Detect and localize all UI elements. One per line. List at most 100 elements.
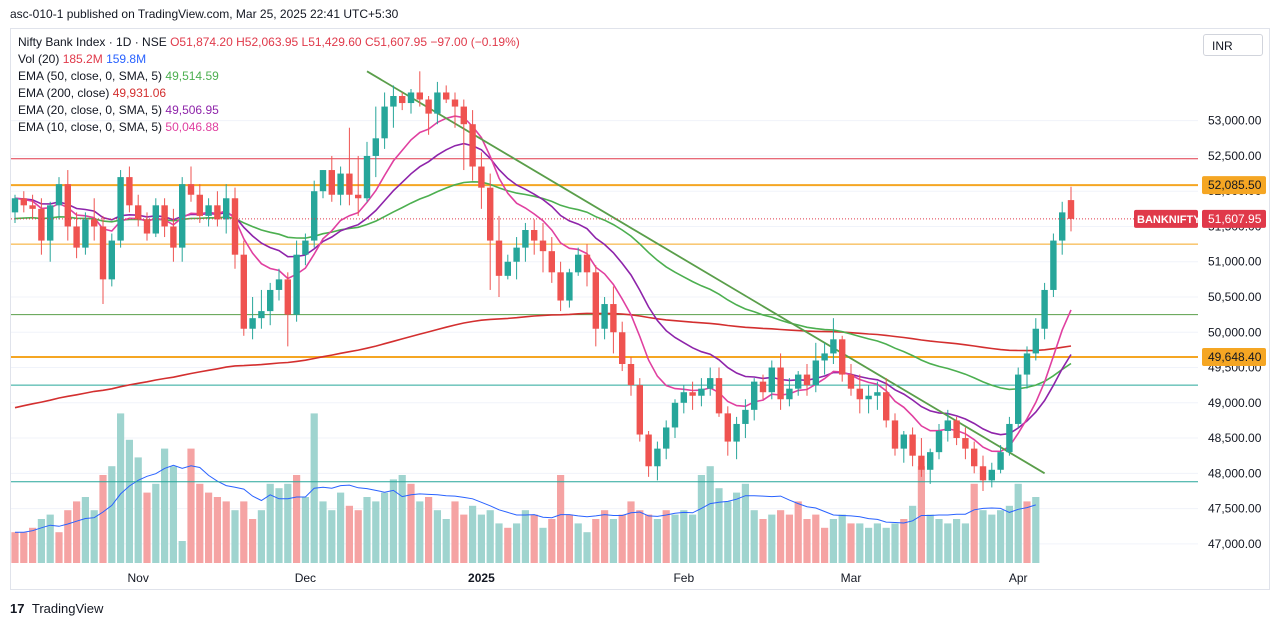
candle xyxy=(478,152,485,209)
candle xyxy=(971,441,978,474)
volume-bar xyxy=(293,475,301,563)
candle xyxy=(20,191,27,213)
candle-body xyxy=(187,184,195,195)
candle-body xyxy=(223,198,230,220)
candle xyxy=(363,141,371,202)
volume-bar xyxy=(20,532,28,563)
y-tick-label: 50,500.00 xyxy=(1208,290,1262,304)
volume-bar xyxy=(997,510,1005,563)
candle-body xyxy=(143,219,151,234)
candle-body xyxy=(557,272,564,301)
volume-bar xyxy=(354,510,362,563)
candle xyxy=(240,240,247,336)
candle-body xyxy=(487,187,494,241)
candle xyxy=(601,297,608,340)
legend-volume: Vol (20) 185.2M 159.8M xyxy=(18,51,520,68)
volume-bar xyxy=(944,523,952,563)
last-price-label: 51,607.95 xyxy=(1208,212,1262,226)
volume-bar xyxy=(143,492,151,563)
candle-body xyxy=(1041,289,1048,329)
legend-ema20: EMA (20, close, 0, SMA, 5) 49,506.95 xyxy=(18,102,520,119)
candle-body xyxy=(64,184,71,227)
candle-body xyxy=(979,466,987,481)
volume-bar xyxy=(618,514,626,563)
candle-body xyxy=(962,438,969,449)
candle xyxy=(1015,367,1022,428)
candle-body xyxy=(777,367,784,400)
candle-body xyxy=(337,173,344,195)
candle xyxy=(988,462,995,488)
candle-body xyxy=(504,261,511,276)
candle xyxy=(205,198,212,227)
volume-bar xyxy=(627,501,635,563)
candle xyxy=(874,381,881,410)
volume-bar xyxy=(961,523,969,563)
candle xyxy=(865,385,872,414)
candle-body xyxy=(231,198,239,255)
candle-body xyxy=(363,155,371,199)
candle-body xyxy=(715,378,723,414)
candle-body xyxy=(997,452,1004,470)
candle xyxy=(812,342,819,393)
x-tick-label: Apr xyxy=(1009,571,1028,585)
legend-ema10-value: 50,046.88 xyxy=(165,120,219,134)
volume-bar xyxy=(785,514,793,563)
tradingview-brand[interactable]: 17 TradingView xyxy=(10,600,103,618)
candle xyxy=(425,96,432,135)
volume-bar xyxy=(645,514,653,563)
volume-bar xyxy=(433,510,441,563)
legend-vol-label: Vol (20) xyxy=(18,52,60,66)
level-badge-label: 49,648.40 xyxy=(1208,350,1262,364)
legend-vol-value: 185.2M xyxy=(62,52,103,66)
volume-bar xyxy=(759,519,767,563)
candle-body xyxy=(786,388,793,400)
candle-body xyxy=(161,205,168,227)
candle-body xyxy=(135,205,142,220)
candle xyxy=(460,99,467,171)
volume-bar xyxy=(337,492,345,563)
symbol-badge-label: BANKNIFTY xyxy=(1137,214,1201,226)
legend-ema10-label: EMA (10, close, 0, SMA, 5) xyxy=(18,120,163,134)
candle-body xyxy=(38,208,45,241)
volume-ma-line xyxy=(15,464,1036,533)
candle xyxy=(407,88,415,114)
candle-body xyxy=(1015,374,1022,424)
candle-body xyxy=(434,92,441,114)
candle-body xyxy=(11,198,19,213)
y-tick-label: 52,500.00 xyxy=(1208,149,1262,163)
volume-bar xyxy=(671,514,679,563)
legend-vol-ma: 159.8M xyxy=(106,52,147,66)
price-grid xyxy=(11,120,1198,545)
legend-ema200-label: EMA (200, close) xyxy=(18,86,110,100)
candle-body xyxy=(20,198,27,206)
candle xyxy=(275,268,283,301)
volume-bar xyxy=(609,519,617,563)
volume-bar xyxy=(301,497,309,563)
candle-body xyxy=(865,395,872,400)
candle-body xyxy=(1006,423,1013,453)
volume-bar xyxy=(1014,483,1022,563)
candle-body xyxy=(460,106,467,125)
x-tick-label: Mar xyxy=(841,571,862,585)
candle-body xyxy=(724,413,731,442)
currency-selector[interactable]: INR xyxy=(1203,34,1263,56)
volume-bar xyxy=(11,532,19,563)
candle-body xyxy=(856,388,863,400)
candle-body xyxy=(407,92,415,104)
candle xyxy=(99,215,107,305)
legend-open: O51,874.20 xyxy=(170,35,233,49)
candle-body xyxy=(575,254,582,273)
candle-body xyxy=(513,247,520,262)
x-tick-label: 2025 xyxy=(468,571,495,585)
candle-body xyxy=(680,392,687,403)
volume-bar xyxy=(55,532,63,563)
currency-label: INR xyxy=(1212,39,1233,53)
candle xyxy=(38,198,45,255)
volume-bar xyxy=(513,523,521,563)
candle xyxy=(451,92,459,128)
candle xyxy=(944,409,951,442)
volume-bar xyxy=(1023,501,1031,563)
candle xyxy=(355,155,362,216)
candle-body xyxy=(416,92,423,100)
